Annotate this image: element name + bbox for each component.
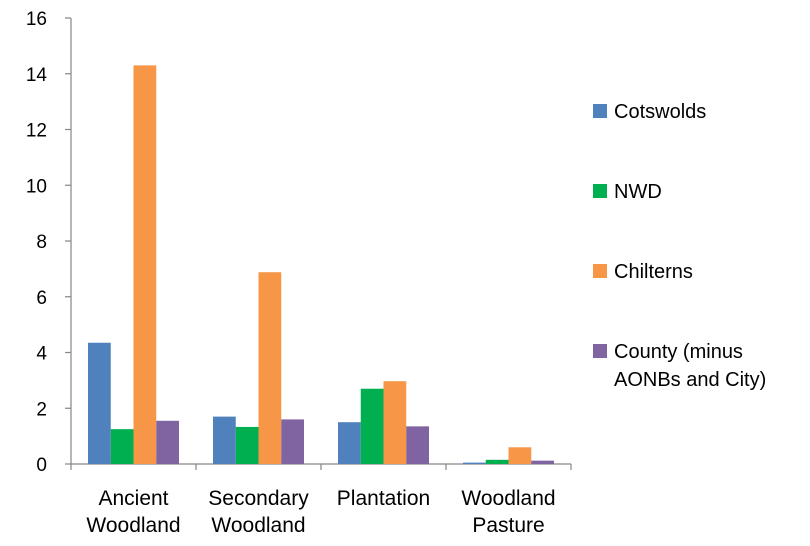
bar-cotswolds xyxy=(88,342,111,464)
x-tick-label-line: Woodland xyxy=(461,487,555,510)
y-tick-label: 12 xyxy=(26,121,47,142)
x-tick-label-line: Ancient xyxy=(98,487,168,510)
x-tick-label-line: Pasture xyxy=(472,514,544,537)
bar-chilterns xyxy=(508,447,532,464)
bar-chilterns xyxy=(383,381,407,464)
legend-swatch xyxy=(593,184,607,198)
bar-cotswolds xyxy=(463,462,486,464)
legend-label-line: AONBs and City) xyxy=(614,369,766,391)
legend: Cotswolds NWD Chilterns County (minus AONBs … xyxy=(593,101,766,391)
legend-label-line: Cotswolds xyxy=(614,101,706,123)
bar-nwd xyxy=(360,388,384,464)
x-tick-label: Plantation xyxy=(337,487,430,510)
bar-county-minus-aonbs-and-city xyxy=(531,460,554,464)
bars xyxy=(88,65,554,464)
x-tick-label-line: Secondary xyxy=(208,487,309,510)
legend-swatch xyxy=(593,344,607,358)
bar-chilterns xyxy=(258,272,282,464)
legend-label: Chilterns xyxy=(614,261,693,283)
bar-county-minus-aonbs-and-city xyxy=(406,426,429,464)
y-tick-label: 0 xyxy=(36,455,47,476)
legend-label: Cotswolds xyxy=(614,101,706,123)
x-axis: Ancient Woodland Secondary Woodland Plantati… xyxy=(70,463,572,537)
bar-cotswolds xyxy=(213,416,236,464)
legend-label-line: NWD xyxy=(614,181,662,203)
x-tick-label-line: Woodland xyxy=(86,514,180,537)
legend-label: NWD xyxy=(614,181,662,203)
x-tick-label-line: Plantation xyxy=(337,487,430,510)
legend-swatch xyxy=(593,104,607,118)
y-tick-label: 6 xyxy=(36,288,47,309)
y-tick-label: 8 xyxy=(36,232,47,253)
legend-label-line: County (minus xyxy=(614,341,743,363)
legend-swatch xyxy=(593,264,607,278)
x-tick-label-line: Woodland xyxy=(211,514,305,537)
bar-nwd xyxy=(110,429,134,464)
y-tick-label: 10 xyxy=(26,176,47,197)
y-tick-label: 2 xyxy=(36,399,47,420)
bar-county-minus-aonbs-and-city xyxy=(156,420,179,464)
y-axis: 0 2 4 6 8 10 12 14 16 xyxy=(26,9,72,476)
bar-nwd xyxy=(485,459,509,464)
bar-chilterns xyxy=(133,65,157,464)
x-tick-label: Secondary Woodland xyxy=(208,487,309,537)
bar-county-minus-aonbs-and-city xyxy=(281,419,304,464)
y-tick-label: 4 xyxy=(36,344,47,365)
y-tick-label: 14 xyxy=(26,65,48,86)
x-tick-label: Ancient Woodland xyxy=(86,487,180,537)
legend-label: County (minus AONBs and City) xyxy=(614,341,766,391)
x-tick-label: Woodland Pasture xyxy=(461,487,555,537)
legend-label-line: Chilterns xyxy=(614,261,693,283)
y-tick-label: 16 xyxy=(26,9,47,30)
bar-cotswolds xyxy=(338,422,361,464)
bar-nwd xyxy=(235,426,259,464)
